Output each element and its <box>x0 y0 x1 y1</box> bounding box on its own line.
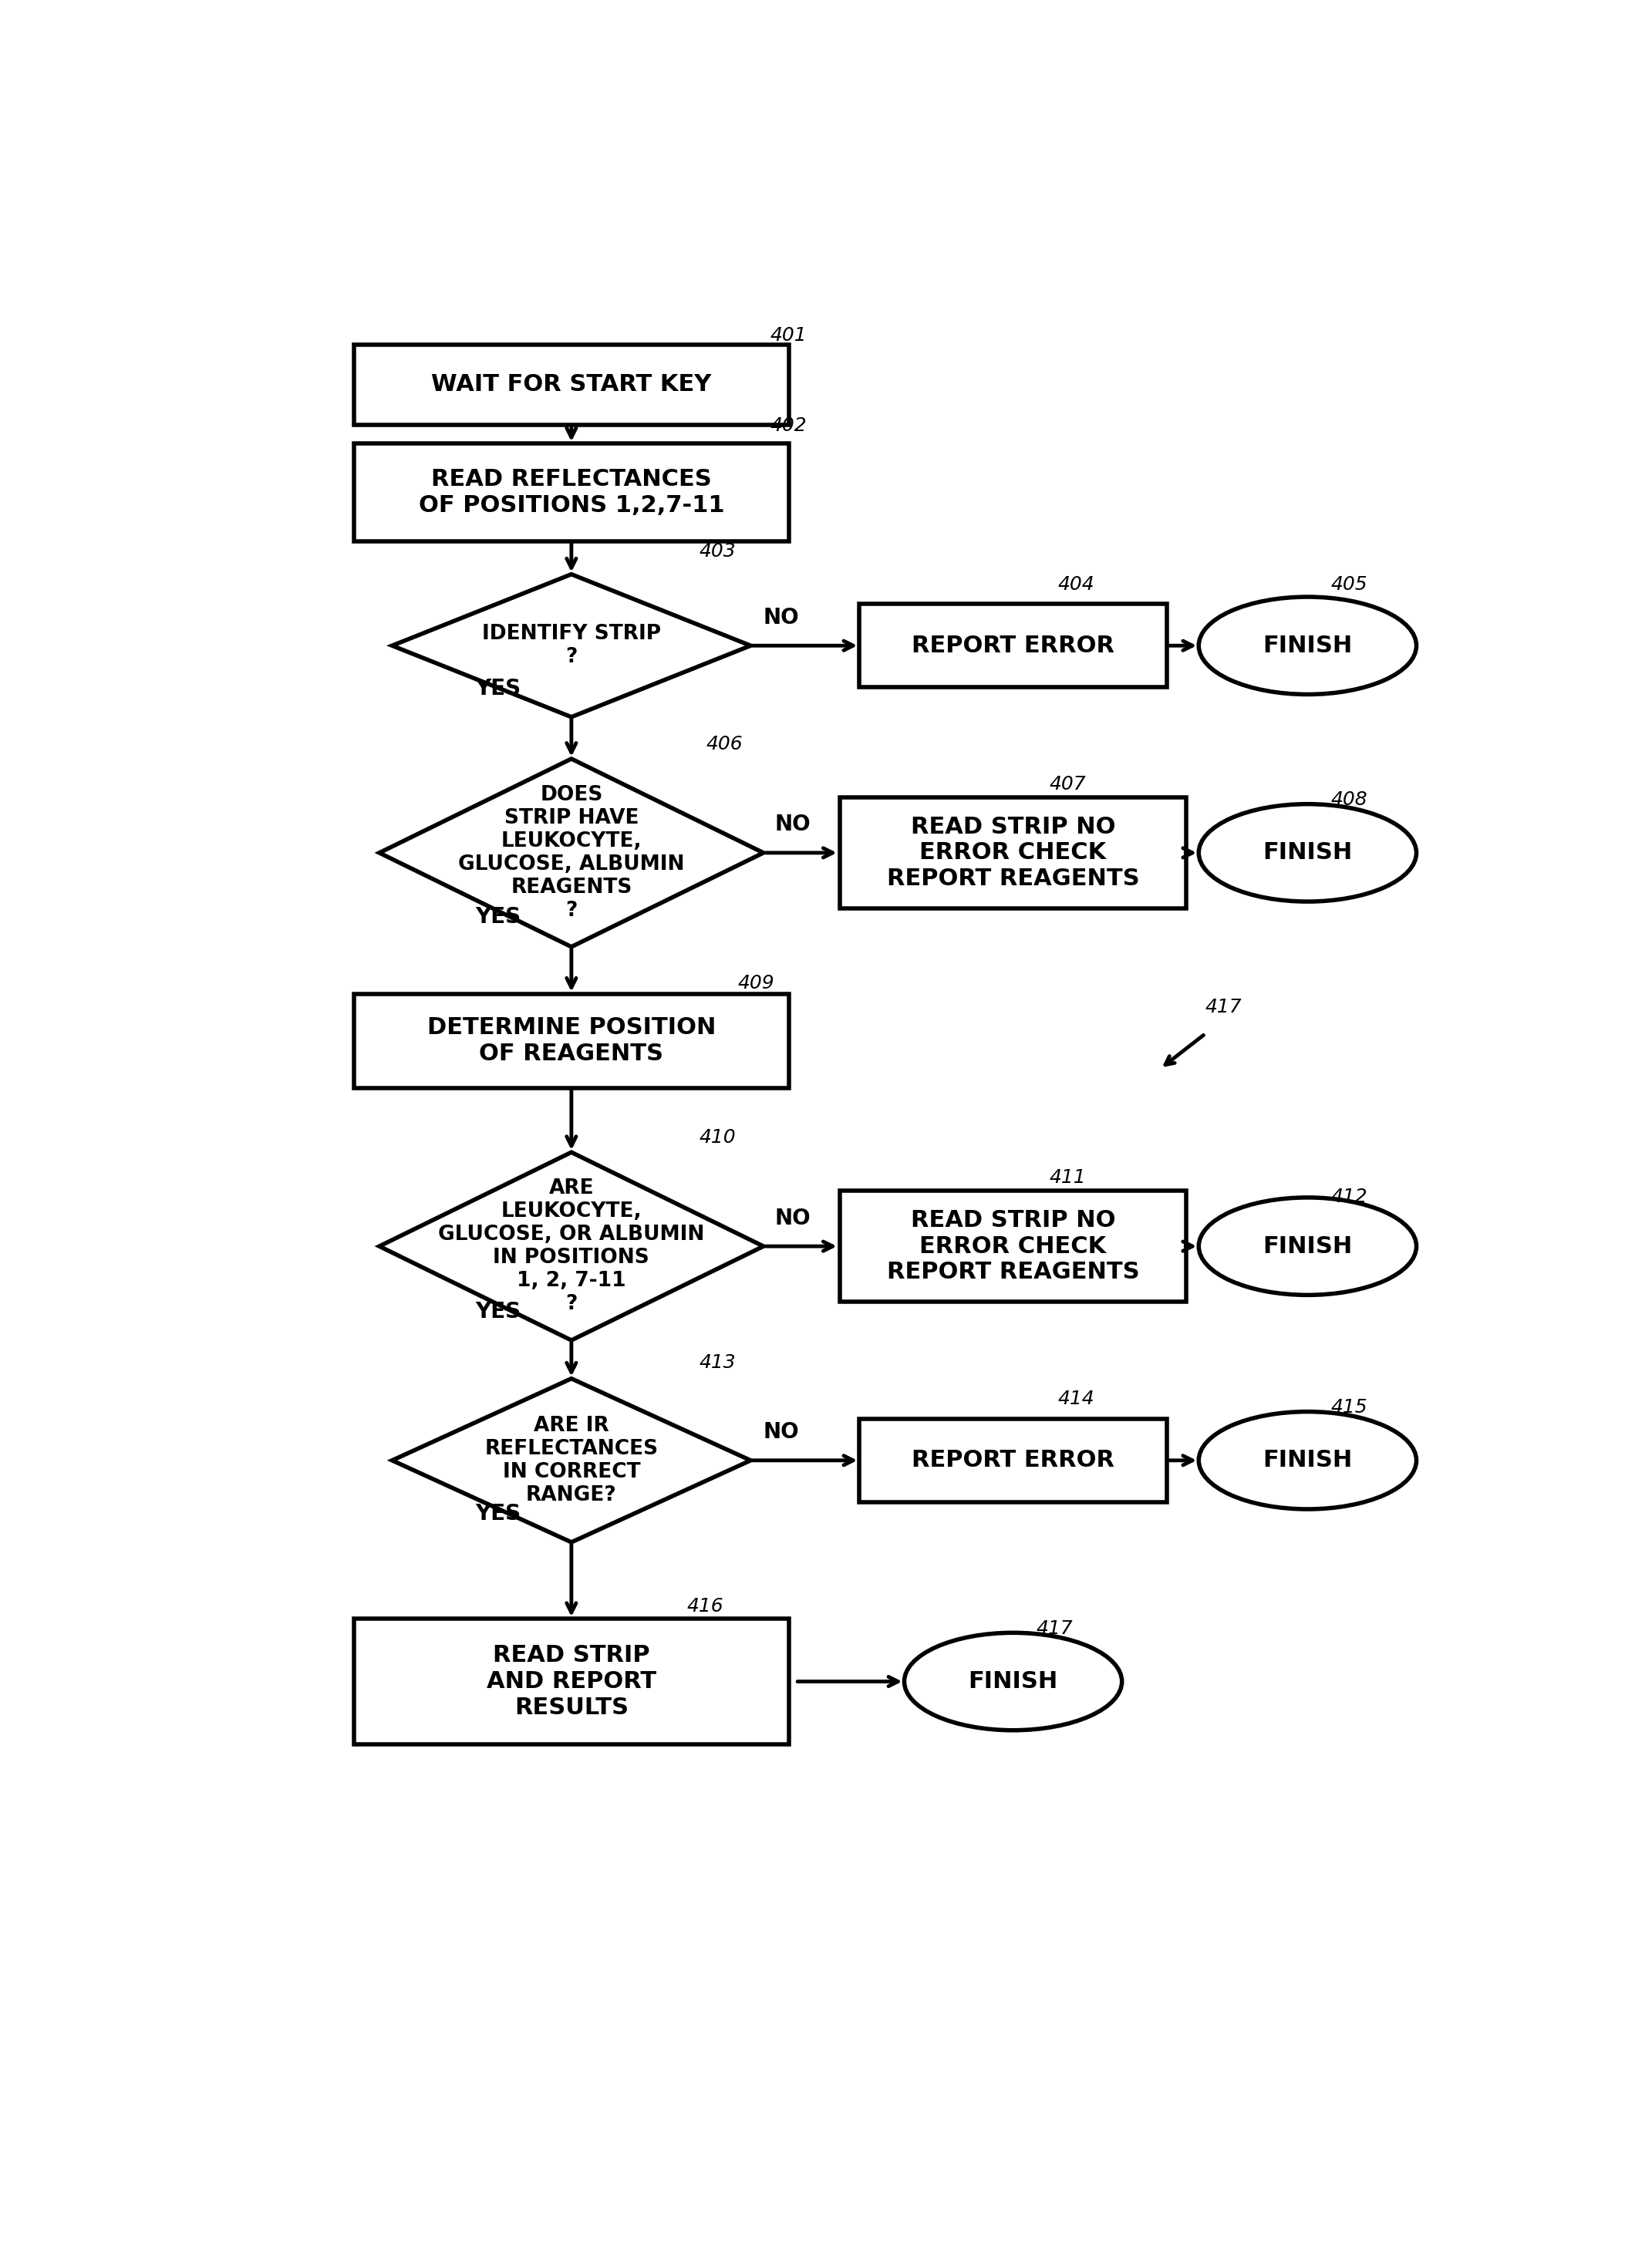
Text: FINISH: FINISH <box>968 1671 1057 1693</box>
Text: NO: NO <box>775 1207 811 1230</box>
Text: 409: 409 <box>738 974 775 993</box>
Text: NO: NO <box>763 606 800 629</box>
Bar <box>841 1192 1186 1302</box>
Text: 401: 401 <box>770 326 806 344</box>
Text: WAIT FOR START KEY: WAIT FOR START KEY <box>431 373 712 396</box>
Text: DETERMINE POSITION
OF REAGENTS: DETERMINE POSITION OF REAGENTS <box>426 1017 715 1065</box>
Text: 416: 416 <box>687 1596 724 1614</box>
Text: FINISH: FINISH <box>1262 1235 1353 1257</box>
Text: READ STRIP
AND REPORT
RESULTS: READ STRIP AND REPORT RESULTS <box>486 1644 656 1718</box>
Text: NO: NO <box>775 814 811 834</box>
Text: 410: 410 <box>699 1128 737 1146</box>
Text: 407: 407 <box>1049 776 1085 794</box>
Text: YES: YES <box>476 1504 520 1524</box>
Text: 403: 403 <box>699 543 737 561</box>
Bar <box>841 798 1186 909</box>
Text: YES: YES <box>476 907 520 927</box>
Text: FINISH: FINISH <box>1262 841 1353 864</box>
Text: FINISH: FINISH <box>1262 1449 1353 1472</box>
Bar <box>859 1418 1166 1501</box>
Text: 406: 406 <box>705 735 742 753</box>
Text: 402: 402 <box>770 416 806 434</box>
Text: 417: 417 <box>1036 1619 1072 1637</box>
Text: 415: 415 <box>1330 1397 1368 1418</box>
Bar <box>354 1619 790 1743</box>
Text: 404: 404 <box>1057 574 1095 592</box>
Text: 413: 413 <box>699 1352 737 1372</box>
Text: READ STRIP NO
ERROR CHECK
REPORT REAGENTS: READ STRIP NO ERROR CHECK REPORT REAGENT… <box>887 816 1140 891</box>
Text: FINISH: FINISH <box>1262 635 1353 656</box>
Bar <box>354 344 790 425</box>
Bar <box>354 443 790 540</box>
Bar <box>859 604 1166 687</box>
Text: REPORT ERROR: REPORT ERROR <box>912 1449 1115 1472</box>
Bar <box>354 995 790 1088</box>
Text: READ REFLECTANCES
OF POSITIONS 1,2,7-11: READ REFLECTANCES OF POSITIONS 1,2,7-11 <box>418 468 724 516</box>
Text: DOES
STRIP HAVE
LEUKOCYTE,
GLUCOSE, ALBUMIN
REAGENTS
?: DOES STRIP HAVE LEUKOCYTE, GLUCOSE, ALBU… <box>458 785 684 920</box>
Text: IDENTIFY STRIP
?: IDENTIFY STRIP ? <box>482 624 661 667</box>
Text: 411: 411 <box>1049 1169 1085 1187</box>
Text: 417: 417 <box>1206 997 1242 1017</box>
Text: 408: 408 <box>1330 791 1368 809</box>
Text: REPORT ERROR: REPORT ERROR <box>912 635 1115 656</box>
Text: 414: 414 <box>1057 1391 1095 1409</box>
Text: NO: NO <box>763 1422 800 1443</box>
Text: ARE
LEUKOCYTE,
GLUCOSE, OR ALBUMIN
IN POSITIONS
1, 2, 7-11
?: ARE LEUKOCYTE, GLUCOSE, OR ALBUMIN IN PO… <box>438 1178 704 1314</box>
Text: YES: YES <box>476 678 520 699</box>
Text: YES: YES <box>476 1302 520 1323</box>
Text: ARE IR
REFLECTANCES
IN CORRECT
RANGE?: ARE IR REFLECTANCES IN CORRECT RANGE? <box>484 1415 657 1506</box>
Text: READ STRIP NO
ERROR CHECK
REPORT REAGENTS: READ STRIP NO ERROR CHECK REPORT REAGENT… <box>887 1210 1140 1284</box>
Text: 412: 412 <box>1330 1187 1368 1205</box>
Text: 405: 405 <box>1330 574 1368 592</box>
